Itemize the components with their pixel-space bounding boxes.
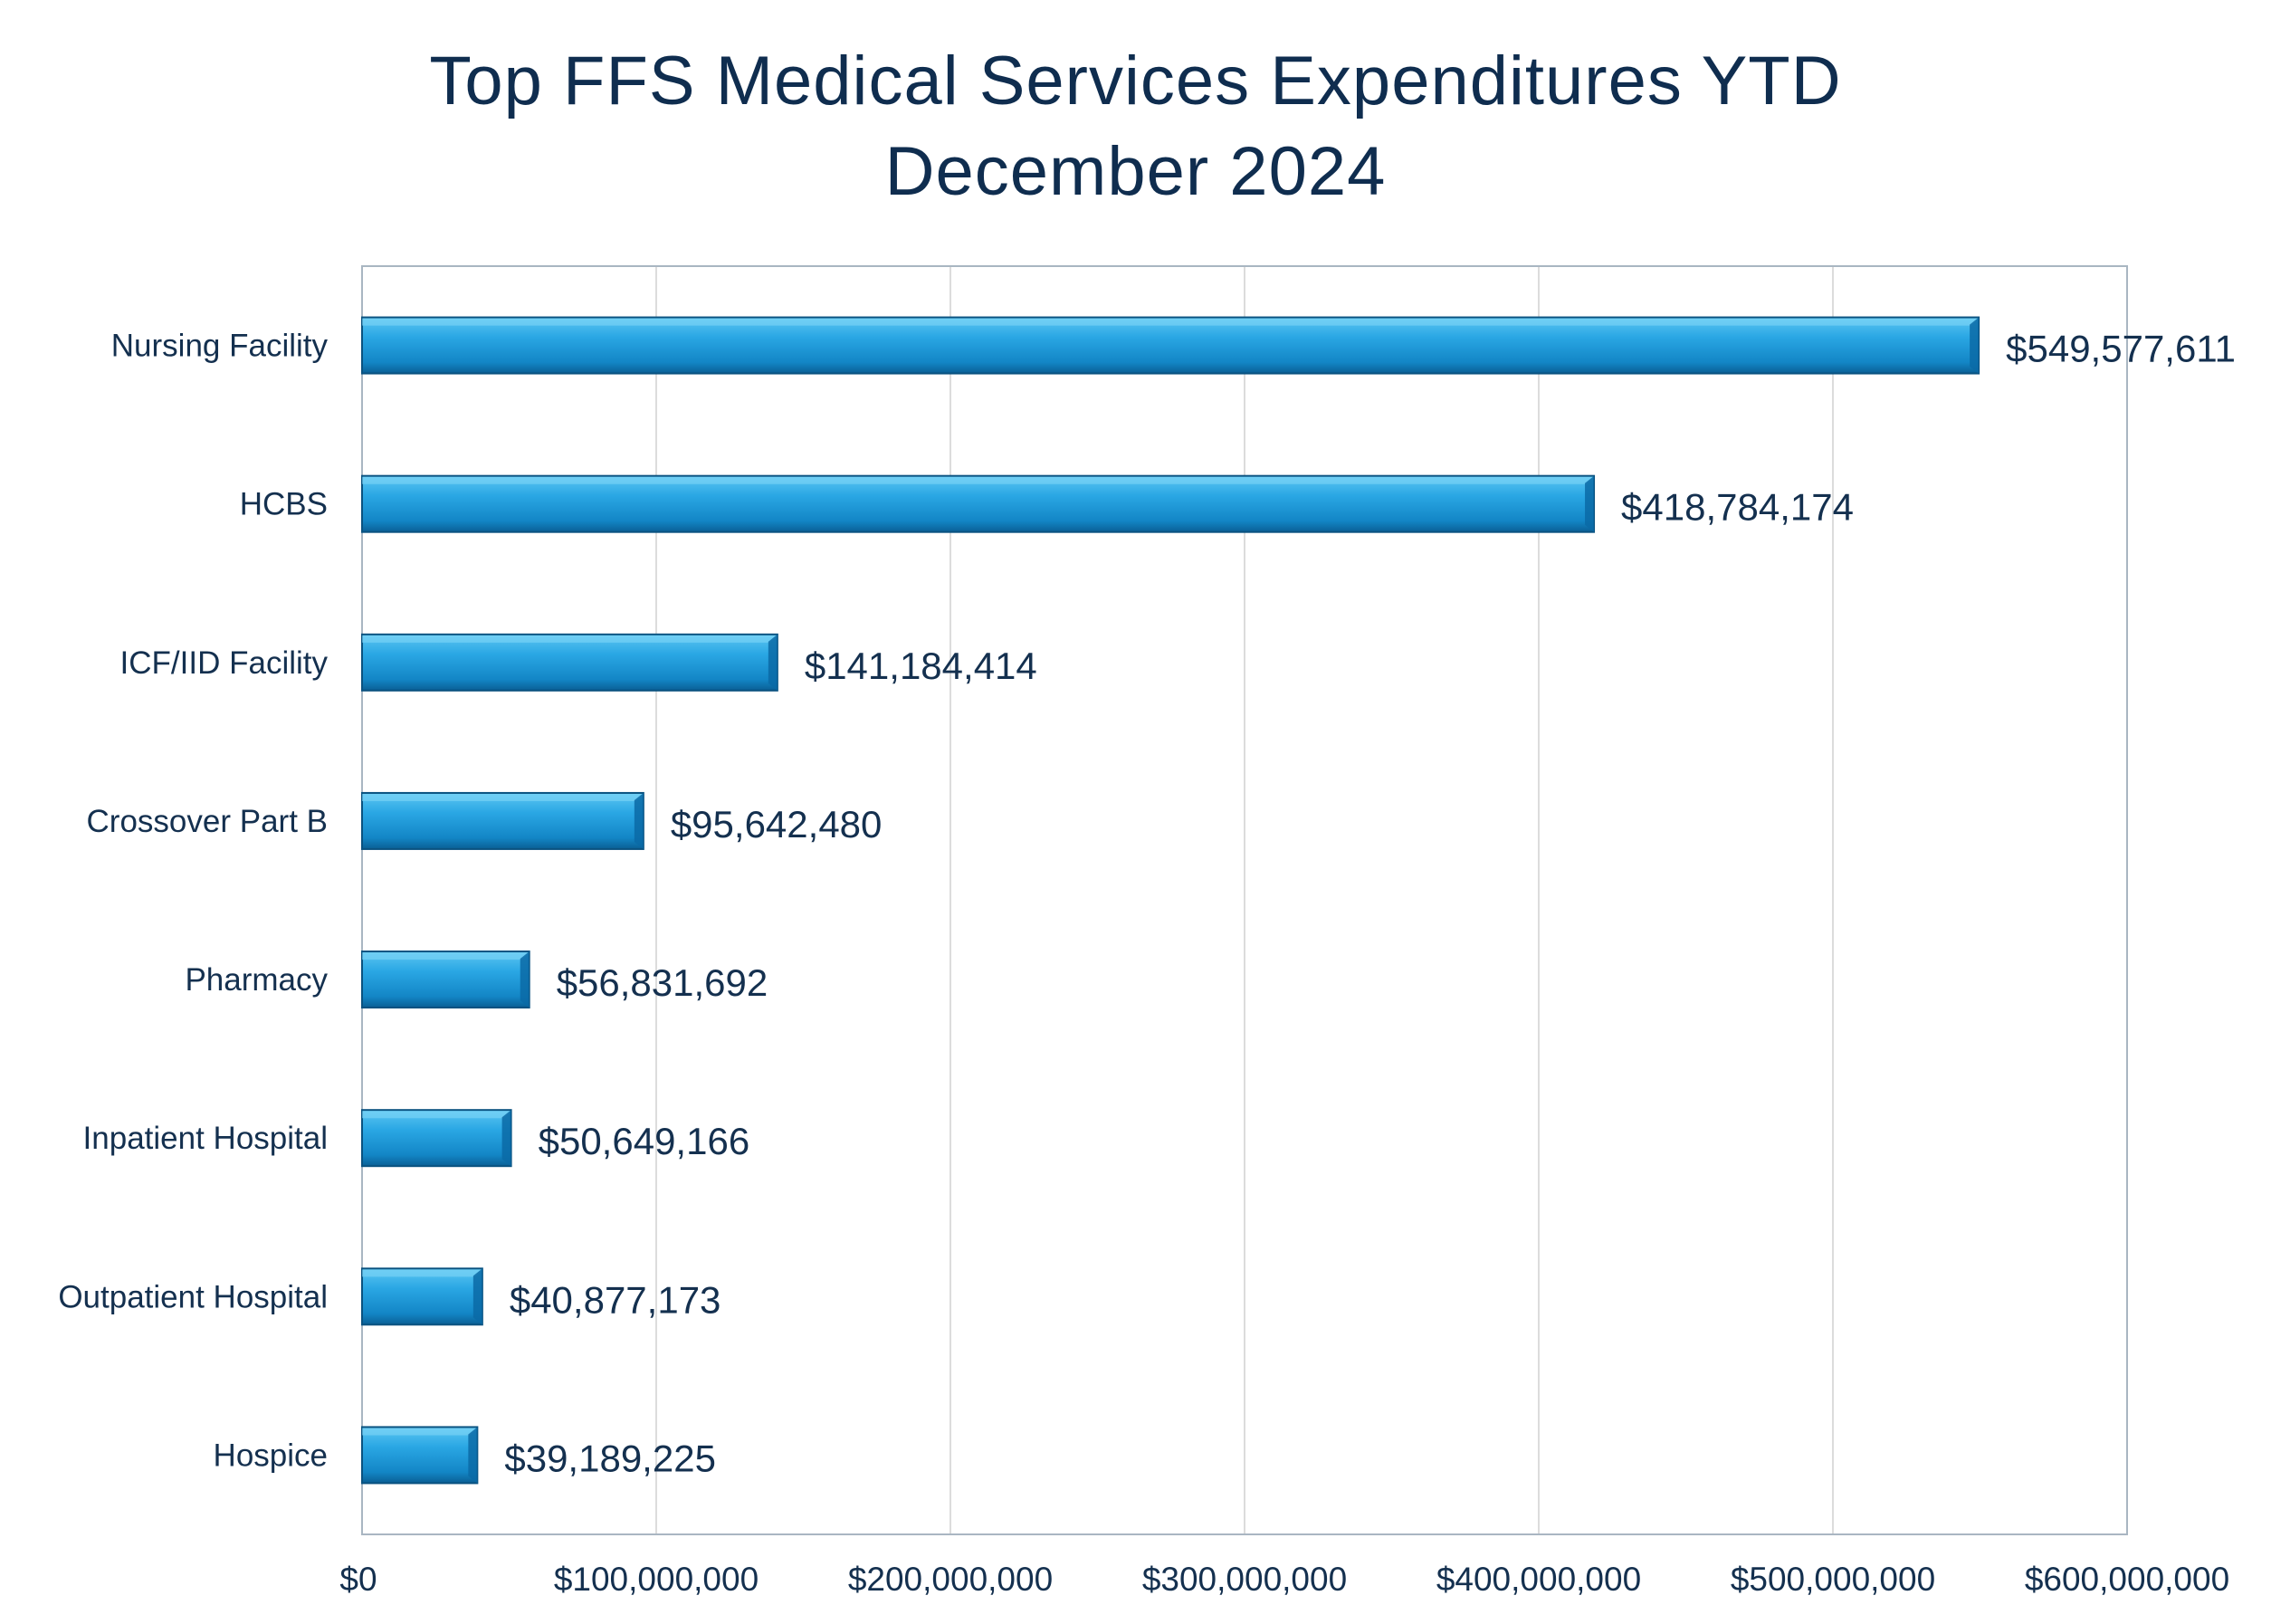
x-axis-tick-labels: $0 $100,000,000 $200,000,000 $300,000,000 $4…	[339, 1561, 2229, 1598]
category-label: Inpatient Hospital	[83, 1121, 328, 1156]
category-label: Outpatient Hospital	[58, 1279, 328, 1314]
data-label: $50,649,166	[539, 1120, 750, 1162]
gridlines	[655, 266, 1834, 1534]
bar	[361, 951, 530, 1009]
bar	[361, 791, 644, 850]
bar-bevel-end	[768, 634, 778, 691]
data-label: $39,189,225	[504, 1437, 716, 1479]
data-label: $141,184,414	[805, 645, 1037, 687]
chart-title: Top FFS Medical Services Expenditures YT…	[0, 36, 2271, 217]
bar-body	[361, 474, 1596, 533]
bar-bevel-end	[472, 1268, 482, 1325]
data-label: $40,877,173	[510, 1278, 721, 1321]
x-tick-label: $300,000,000	[1142, 1561, 1347, 1598]
category-label: Crossover Part B	[87, 804, 328, 839]
data-label: $418,784,174	[1621, 486, 1854, 529]
bar-bevel-end	[634, 792, 644, 849]
data-label: $95,642,480	[671, 803, 883, 845]
bar-bevel-top	[362, 635, 778, 643]
bar-bevel-end	[1970, 317, 1980, 374]
category-label: Hospice	[214, 1438, 328, 1473]
data-label: $549,577,611	[2006, 328, 2236, 370]
bar-body	[361, 1109, 512, 1168]
category-label: HCBS	[240, 487, 328, 522]
category-label: Nursing Facility	[111, 329, 329, 364]
bar-body	[361, 1426, 479, 1485]
bar-bevel-top	[362, 476, 1595, 484]
x-tick-label: $200,000,000	[848, 1561, 1053, 1598]
category-label: ICF/IID Facility	[120, 645, 329, 681]
bar-body	[361, 791, 644, 850]
bar-bevel-top	[362, 318, 1980, 326]
bar	[361, 474, 1596, 533]
x-tick-label: $100,000,000	[554, 1561, 759, 1598]
bar-bevel-top	[362, 952, 530, 960]
bar-bevel-top	[362, 1428, 478, 1436]
bar	[361, 1109, 512, 1168]
bar-bevel-top	[362, 1111, 511, 1119]
bar	[361, 1267, 483, 1326]
bar-bevel-end	[501, 1110, 511, 1167]
bar-body	[361, 633, 778, 692]
bar-bevel-end	[520, 951, 530, 1008]
bar-body	[361, 1267, 483, 1326]
x-tick-label: $400,000,000	[1436, 1561, 1641, 1598]
bar-bevel-top	[362, 1269, 482, 1277]
category-label: Pharmacy	[185, 962, 328, 998]
chart-title-line-2: December 2024	[884, 133, 1387, 210]
chart-title-line-1: Top FFS Medical Services Expenditures YT…	[429, 43, 1842, 119]
bar-body	[361, 951, 530, 1009]
bar	[361, 316, 1980, 375]
data-labels: $549,577,611 $418,784,174 $141,184,414 $95,…	[504, 328, 2236, 1480]
x-tick-label: $500,000,000	[1731, 1561, 1935, 1598]
bar-body	[361, 316, 1980, 375]
plot-area-frame	[361, 265, 2128, 1535]
x-tick-label: $0	[339, 1561, 377, 1598]
bar-bevel-end	[468, 1427, 478, 1484]
x-tick-label: $600,000,000	[2025, 1561, 2229, 1598]
bar-bevel-top	[362, 793, 644, 801]
bar	[361, 633, 778, 692]
bars	[361, 316, 1980, 1485]
bar	[361, 1426, 479, 1485]
bar-bevel-end	[1585, 475, 1595, 532]
data-label: $56,831,692	[557, 961, 768, 1004]
category-axis-labels: Nursing Facility HCBS ICF/IID Facility Cros…	[58, 329, 328, 1474]
